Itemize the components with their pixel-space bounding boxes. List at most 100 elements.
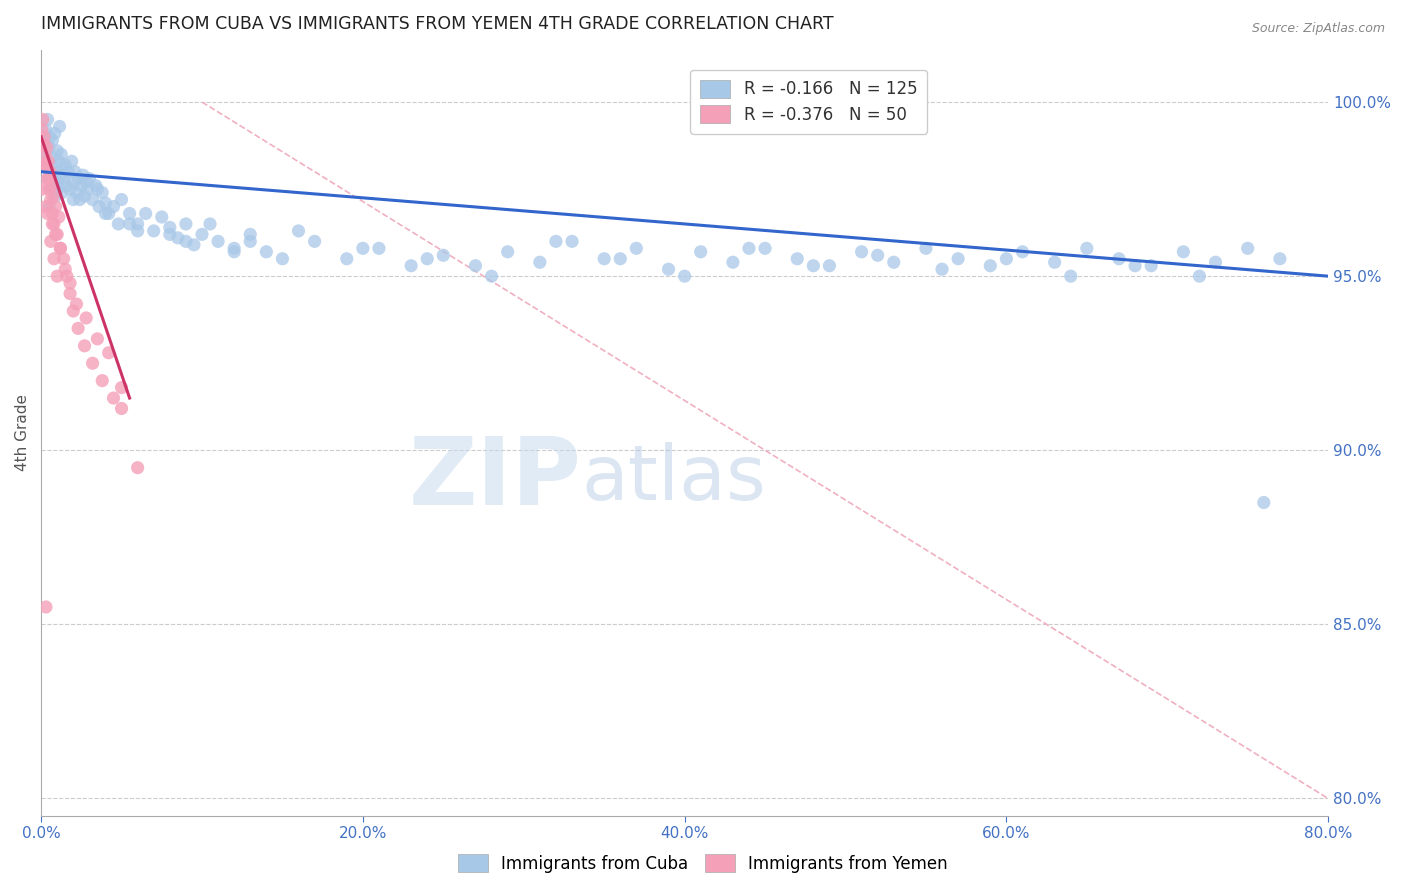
Point — [593, 252, 616, 266]
Point — [801, 259, 824, 273]
Point — [41, 178, 63, 193]
Point — [287, 224, 309, 238]
Point — [38, 140, 60, 154]
Point — [915, 241, 938, 255]
Point — [38, 182, 60, 196]
Point — [51, 186, 73, 200]
Point — [67, 321, 90, 335]
Point — [31, 123, 53, 137]
Point — [127, 460, 149, 475]
Point — [56, 269, 79, 284]
Point — [159, 220, 181, 235]
Point — [46, 175, 69, 189]
Point — [56, 178, 79, 193]
Point — [995, 252, 1018, 266]
Point — [51, 147, 73, 161]
Point — [32, 136, 55, 151]
Point — [37, 171, 59, 186]
Point — [86, 182, 108, 196]
Text: ZIP: ZIP — [409, 433, 582, 524]
Point — [46, 269, 69, 284]
Point — [37, 171, 59, 186]
Point — [62, 304, 84, 318]
Point — [39, 193, 62, 207]
Y-axis label: 4th Grade: 4th Grade — [15, 394, 30, 471]
Point — [159, 227, 181, 242]
Text: Source: ZipAtlas.com: Source: ZipAtlas.com — [1251, 22, 1385, 36]
Legend: R = -0.166   N = 125, R = -0.376   N = 50: R = -0.166 N = 125, R = -0.376 N = 50 — [690, 70, 928, 134]
Point — [35, 158, 58, 172]
Point — [352, 241, 374, 255]
Point — [39, 182, 62, 196]
Point — [336, 252, 359, 266]
Point — [118, 217, 141, 231]
Text: IMMIGRANTS FROM CUBA VS IMMIGRANTS FROM YEMEN 4TH GRADE CORRELATION CHART: IMMIGRANTS FROM CUBA VS IMMIGRANTS FROM … — [41, 15, 834, 33]
Point — [464, 259, 486, 273]
Point — [44, 127, 66, 141]
Point — [48, 154, 70, 169]
Point — [91, 374, 114, 388]
Point — [368, 241, 391, 255]
Point — [34, 129, 56, 144]
Point — [35, 154, 58, 169]
Point — [73, 189, 96, 203]
Point — [1108, 252, 1130, 266]
Point — [37, 112, 59, 127]
Point — [1173, 244, 1195, 259]
Legend: Immigrants from Cuba, Immigrants from Yemen: Immigrants from Cuba, Immigrants from Ye… — [451, 847, 955, 880]
Point — [561, 235, 583, 249]
Point — [31, 112, 53, 127]
Point — [94, 196, 117, 211]
Point — [110, 401, 132, 416]
Point — [626, 241, 648, 255]
Point — [786, 252, 808, 266]
Point — [37, 154, 59, 169]
Point — [866, 248, 889, 262]
Text: atlas: atlas — [582, 442, 766, 516]
Point — [191, 227, 214, 242]
Point — [87, 200, 110, 214]
Point — [224, 241, 246, 255]
Point — [31, 182, 53, 196]
Point — [65, 297, 87, 311]
Point — [52, 161, 75, 176]
Point — [544, 235, 567, 249]
Point — [689, 244, 711, 259]
Point — [127, 217, 149, 231]
Point — [609, 252, 631, 266]
Point — [65, 186, 87, 200]
Point — [239, 235, 262, 249]
Point — [39, 129, 62, 144]
Point — [39, 235, 62, 249]
Point — [207, 235, 229, 249]
Point — [75, 310, 97, 325]
Point — [52, 171, 75, 186]
Point — [529, 255, 551, 269]
Point — [94, 206, 117, 220]
Point — [1076, 241, 1098, 255]
Point — [35, 599, 58, 614]
Point — [70, 178, 93, 193]
Point — [72, 168, 94, 182]
Point — [41, 206, 63, 220]
Point — [118, 206, 141, 220]
Point — [41, 217, 63, 231]
Point — [1140, 259, 1163, 273]
Point — [82, 193, 104, 207]
Point — [754, 241, 776, 255]
Point — [35, 140, 58, 154]
Point — [49, 168, 72, 182]
Point — [45, 200, 67, 214]
Point — [1253, 495, 1275, 509]
Point — [60, 154, 83, 169]
Point — [183, 237, 205, 252]
Point — [37, 206, 59, 220]
Point — [39, 164, 62, 178]
Point — [59, 286, 82, 301]
Point — [62, 193, 84, 207]
Point — [42, 189, 65, 203]
Point — [399, 259, 422, 273]
Point — [416, 252, 439, 266]
Point — [41, 133, 63, 147]
Point — [97, 206, 120, 220]
